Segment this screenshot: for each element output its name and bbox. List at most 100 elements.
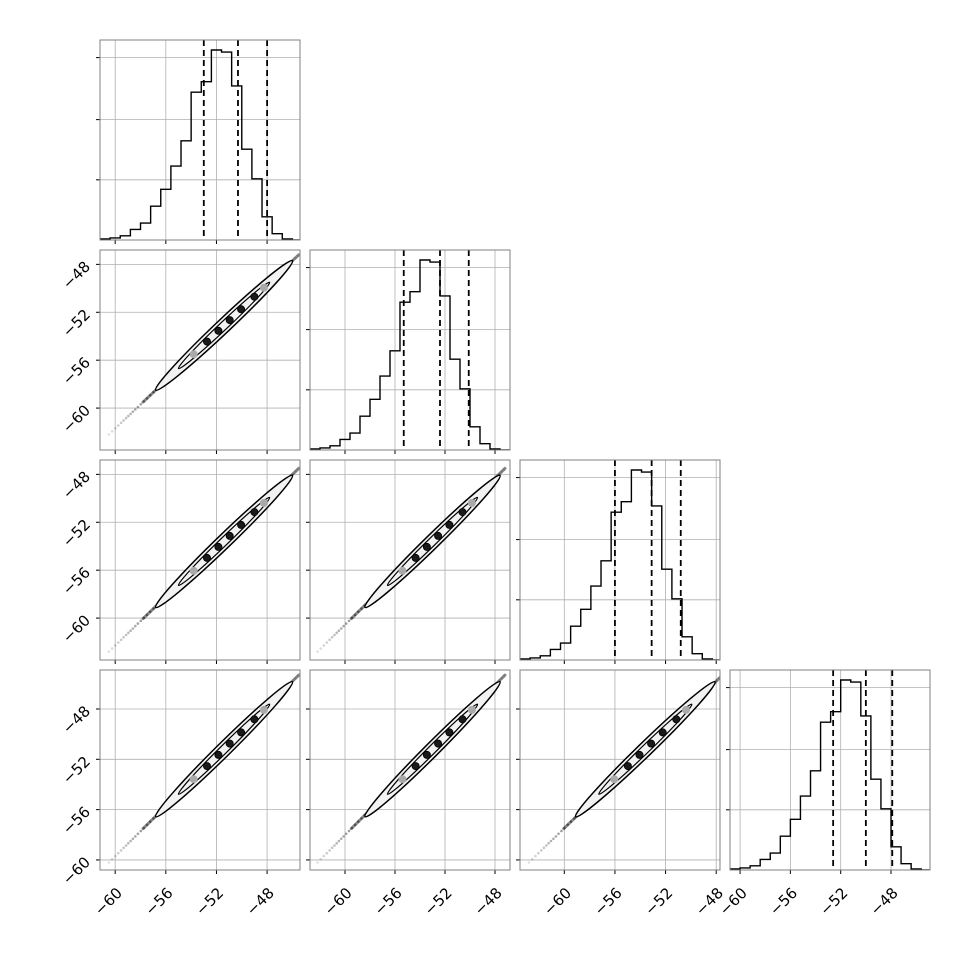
- scatter-point: [131, 410, 135, 414]
- scatter-point: [350, 826, 354, 830]
- contour-dot: [250, 292, 259, 301]
- contour-dot: [445, 728, 454, 737]
- y-tick-label: −60: [59, 611, 94, 646]
- scatter-point: [342, 835, 345, 838]
- y-tick-label: −60: [59, 853, 94, 888]
- scatter-point: [134, 408, 137, 411]
- contour-dot: [225, 739, 234, 748]
- contour-dot: [237, 728, 246, 737]
- scatter-point: [316, 650, 319, 653]
- scatter-point: [294, 470, 297, 473]
- scatter-point: [294, 677, 297, 680]
- contour-dot: [225, 316, 234, 325]
- scatter-point: [549, 839, 553, 843]
- scatter-point: [357, 820, 360, 823]
- scatter-point: [347, 829, 351, 833]
- contour-dot: [422, 542, 431, 551]
- panel-frame: [309, 669, 511, 871]
- x-tick-label: −52: [641, 884, 676, 919]
- panel-frame: [309, 459, 511, 661]
- panel-frame: [519, 459, 721, 661]
- panel-frame: [309, 249, 511, 451]
- contour-dot: [189, 350, 198, 359]
- scatter-point: [122, 846, 125, 850]
- scatter-point: [119, 421, 123, 425]
- scatter-point: [122, 419, 125, 422]
- scatter-point: [347, 619, 351, 623]
- scatter-point: [322, 854, 326, 858]
- panel-2-2: [516, 459, 721, 664]
- scatter-point: [129, 839, 132, 843]
- scatter-point: [142, 826, 146, 830]
- scatter-point: [569, 820, 573, 823]
- scatter-point: [502, 674, 506, 678]
- panel-3-1: −60 −56 −52 −48: [306, 669, 511, 919]
- scatter-point: [325, 641, 329, 644]
- contour-dot: [658, 728, 667, 737]
- contour-dot: [434, 531, 443, 540]
- scatter-point: [134, 835, 137, 838]
- contour-inner: [177, 281, 271, 370]
- contour-dot: [411, 762, 420, 771]
- panel-3-2: −60 −56 −52 −48: [516, 669, 727, 919]
- contour-dot: [682, 705, 690, 714]
- scatter-point: [339, 837, 343, 841]
- panel-frame: [99, 39, 301, 241]
- contour-dot: [202, 337, 211, 346]
- scatter-point: [339, 627, 343, 630]
- scatter-point: [294, 256, 297, 260]
- scatter-point: [342, 624, 345, 628]
- scatter-point: [129, 629, 132, 632]
- scatter-point: [122, 636, 125, 639]
- y-tick-label: −52: [59, 306, 94, 341]
- contour-inner: [177, 496, 271, 587]
- contour-outer: [574, 680, 716, 818]
- scatter-point: [527, 861, 531, 864]
- scatter-point: [537, 851, 540, 855]
- y-tick-label: −60: [59, 401, 94, 436]
- scatter-point: [502, 468, 506, 471]
- scatter-point: [353, 613, 357, 617]
- scatter-point: [134, 624, 137, 628]
- scatter-point: [131, 627, 135, 630]
- y-tick-label: −48: [59, 702, 94, 737]
- panel-frame: [99, 669, 301, 871]
- scatter-point: [139, 829, 143, 833]
- x-tick-label: −52: [816, 884, 851, 919]
- scatter-point: [127, 841, 130, 845]
- scatter-point: [114, 427, 117, 430]
- contour-dot: [250, 508, 259, 517]
- contour-dot: [259, 283, 268, 292]
- x-tick-label: −48: [243, 884, 278, 919]
- contour-dot: [202, 762, 211, 771]
- scatter-point: [131, 837, 135, 841]
- contour-dot: [467, 705, 476, 714]
- x-tick-label: −56: [371, 884, 406, 919]
- scatter-point: [148, 820, 152, 823]
- x-tick-label: −52: [421, 884, 456, 919]
- scatter-point: [152, 390, 155, 394]
- scatter-point: [344, 832, 348, 836]
- scatter-point: [107, 650, 111, 653]
- panel-frame: [519, 669, 721, 871]
- scatter-point: [344, 622, 348, 625]
- scatter-point: [107, 433, 111, 436]
- contour-dot: [398, 775, 407, 784]
- scatter-point: [117, 641, 120, 644]
- scatter-point: [136, 832, 140, 836]
- scatter-point: [552, 837, 555, 841]
- contour-dot: [434, 739, 443, 748]
- contour-dot: [250, 715, 259, 724]
- contour-dot: [458, 508, 467, 517]
- scatter-point: [360, 607, 363, 610]
- scatter-point: [715, 679, 719, 682]
- contour-dot: [202, 553, 211, 562]
- panel-frame: [99, 249, 301, 451]
- scatter-point: [563, 826, 566, 830]
- scatter-point: [534, 854, 537, 858]
- scatter-point: [148, 394, 152, 397]
- scatter-point: [333, 633, 336, 637]
- contour-dot: [445, 520, 454, 529]
- contour-outer: [154, 680, 294, 818]
